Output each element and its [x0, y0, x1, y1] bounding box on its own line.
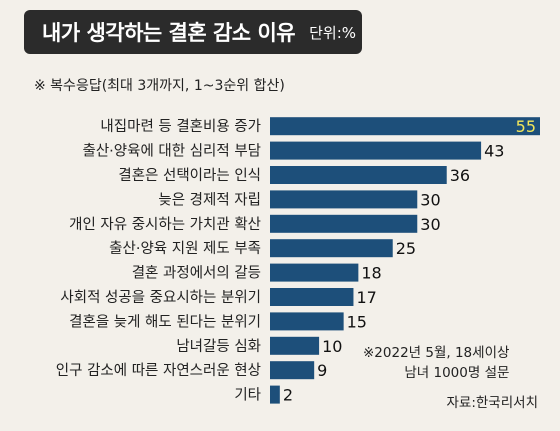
category-label: 사회적 성공을 중요시하는 분위기: [60, 289, 261, 306]
value-label: 18: [361, 264, 381, 283]
bar: [270, 263, 359, 282]
category-label: 기타: [234, 387, 261, 404]
value-label: 43: [484, 142, 504, 161]
bar: [270, 239, 393, 258]
chart-title: 내가 생각하는 결혼 감소 이유: [42, 21, 296, 45]
category-label: 출산·양육 지원 제도 부족: [109, 240, 261, 257]
bar: [270, 336, 320, 355]
chart-title-box: 내가 생각하는 결혼 감소 이유 단위:%: [24, 10, 362, 54]
bar: [270, 288, 354, 306]
survey-note-line-2: 남녀 1000명 설문: [404, 365, 510, 381]
category-label: 결혼을 늦게 해도 된다는 분위기: [69, 313, 261, 330]
value-label: 2: [283, 386, 293, 405]
category-label: 결혼 과정에서의 갈등: [132, 265, 261, 282]
value-label: 17: [356, 288, 376, 307]
unit-label: 단위:%: [309, 23, 357, 42]
value-label: 25: [396, 239, 416, 258]
bar: [270, 117, 540, 136]
value-label: 30: [420, 190, 440, 209]
category-label: 출산·양육에 대한 심리적 부담: [82, 143, 261, 160]
category-label: 인구 감소에 따른 자연스러운 현상: [56, 362, 261, 379]
value-label: 36: [450, 166, 470, 185]
value-label: 15: [347, 312, 367, 331]
value-label: 55: [516, 117, 536, 136]
bar: [270, 385, 280, 404]
value-label: 30: [420, 215, 440, 234]
category-label: 늦은 경제적 자립: [158, 191, 261, 208]
category-label: 남녀갈등 심화: [176, 338, 261, 355]
bar: [270, 312, 344, 331]
value-label: 10: [322, 337, 342, 356]
survey-note: ※2022년 5월, 18세이상 남녀 1000명 설문: [363, 343, 509, 383]
survey-note-line-1: ※2022년 5월, 18세이상: [363, 345, 510, 361]
bar: [270, 361, 315, 380]
bar: [270, 190, 418, 209]
response-note: ※ 복수응답(최대 3개까지, 1~3순위 합산): [34, 78, 285, 94]
source-label: 자료:한국리서치: [446, 395, 539, 411]
category-label: 개인 자유 중시하는 가치관 확산: [69, 216, 261, 233]
category-label: 내집마련 등 결혼비용 증가: [100, 118, 261, 135]
bar: [270, 166, 447, 184]
bar: [270, 141, 482, 160]
category-label: 결혼은 선택이라는 인식: [118, 167, 261, 184]
value-label: 9: [317, 361, 327, 380]
bar: [270, 214, 418, 233]
